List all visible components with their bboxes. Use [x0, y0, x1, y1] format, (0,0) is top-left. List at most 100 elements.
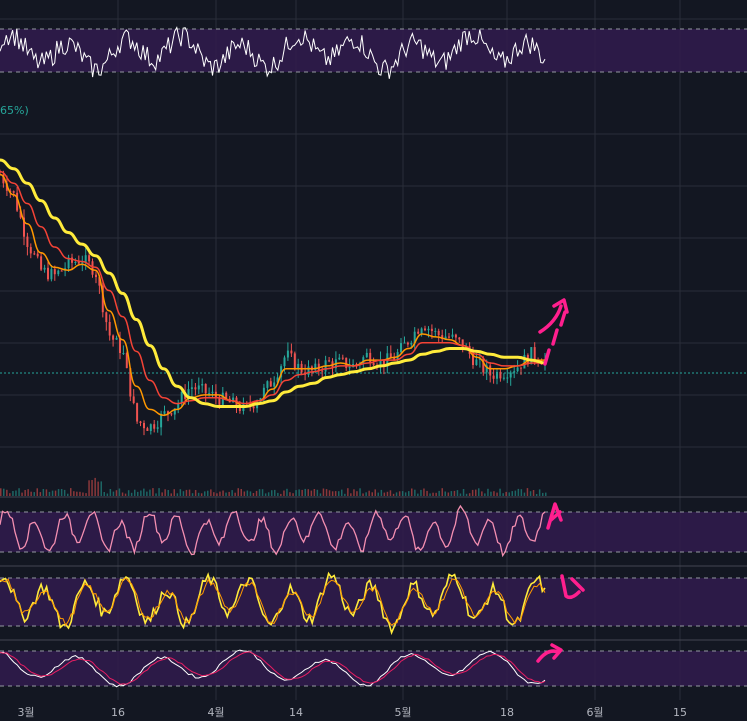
volume-bar: [9, 493, 11, 496]
volume-bar: [392, 493, 395, 496]
candle-body: [393, 358, 396, 361]
volume-bar: [316, 489, 319, 496]
candle-body: [509, 372, 512, 378]
ma-slow-line: [0, 158, 546, 408]
candle-body: [232, 397, 235, 403]
volume-bar: [475, 489, 477, 496]
volume-bar: [344, 493, 346, 496]
volume-bar: [441, 488, 443, 496]
volume-bar: [508, 492, 510, 496]
volume-bar: [386, 491, 389, 496]
volume-bar: [60, 489, 63, 496]
volume-bar: [100, 481, 102, 496]
volume-bar: [33, 492, 35, 496]
candle-body: [328, 360, 331, 362]
candle-body: [115, 337, 118, 340]
cci-oscillator-band: [0, 578, 747, 626]
candle-body: [53, 269, 56, 275]
candle-body: [321, 370, 324, 372]
volume-bar: [371, 492, 373, 496]
volume-bar: [292, 493, 294, 496]
top-oscillator-line: [0, 26, 546, 79]
candle-body: [108, 322, 111, 336]
candle-body: [36, 253, 39, 257]
volume-bar: [115, 490, 118, 496]
volume-bar: [532, 490, 535, 496]
volume-bar: [103, 492, 105, 496]
volume-bar: [231, 490, 233, 496]
volume-bar: [338, 491, 340, 496]
candle-body: [444, 336, 447, 339]
volume-bar: [301, 489, 303, 496]
volume-bar: [140, 490, 142, 496]
candle-body: [238, 407, 241, 411]
candle-body: [194, 387, 197, 390]
volume-bar: [328, 490, 331, 496]
volume-bar: [255, 490, 258, 496]
volume-bar: [365, 492, 367, 496]
stochastic-oscillator-band: [0, 651, 747, 686]
candle-body: [451, 334, 454, 337]
candle-body: [170, 413, 173, 415]
volume-bar: [197, 492, 200, 496]
volume-bar: [401, 491, 404, 496]
volume-bar: [112, 491, 115, 496]
volume-bar: [57, 489, 60, 496]
volume-bar: [432, 492, 434, 496]
candle-body: [485, 365, 488, 373]
candle-body: [420, 328, 423, 334]
volume-bar: [304, 488, 306, 496]
volume-bar: [3, 488, 5, 496]
candle-body: [365, 352, 368, 358]
volume-bar: [158, 488, 160, 496]
candle-body: [461, 339, 464, 349]
volume-bar: [127, 490, 130, 496]
volume-bar: [70, 488, 72, 496]
candle-body: [101, 285, 104, 313]
volume-bar: [350, 493, 352, 496]
volume-bar: [191, 493, 194, 496]
volume-bar: [204, 491, 206, 496]
candle-body: [129, 368, 132, 397]
volume-bar: [542, 492, 544, 496]
volume-bar: [219, 491, 221, 496]
volume-bar: [383, 492, 386, 496]
candle-body: [12, 191, 15, 193]
volume-bar: [499, 488, 501, 496]
volume-bar: [535, 494, 538, 496]
volume-bar: [42, 489, 45, 496]
volume-bar: [414, 489, 416, 496]
x-axis-tick-label: 4월: [207, 706, 224, 719]
annotation-arrow-rsi: [546, 502, 563, 530]
volume-bar: [54, 490, 57, 496]
candle-body: [482, 358, 485, 373]
volume-bar: [213, 492, 215, 496]
volume-bar: [121, 492, 124, 496]
volume-bar: [277, 492, 279, 496]
volume-bar: [331, 491, 334, 496]
volume-bar: [545, 492, 547, 496]
volume-bar: [514, 490, 517, 496]
volume-bar: [179, 489, 182, 496]
candle-body: [338, 357, 341, 360]
volume-bar: [137, 491, 139, 496]
volume-bar: [274, 489, 276, 496]
volume-bar: [526, 488, 529, 496]
stochastic-oscillator-pane: [0, 649, 747, 688]
candle-body: [146, 428, 149, 431]
volume-bar: [18, 488, 20, 496]
candle-body: [513, 371, 516, 373]
volume-bar: [484, 493, 486, 496]
price-candles: [0, 169, 546, 436]
volume-bar: [27, 489, 29, 496]
volume-bar: [210, 489, 212, 496]
candle-body: [33, 253, 36, 255]
candle-body: [81, 262, 84, 264]
top-oscillator-pane: [0, 26, 747, 79]
volume-bar: [398, 491, 401, 496]
candle-body: [98, 277, 101, 286]
volume-bar: [24, 490, 26, 496]
candle-body: [132, 396, 135, 403]
x-axis-tick-label: 14: [289, 706, 303, 719]
